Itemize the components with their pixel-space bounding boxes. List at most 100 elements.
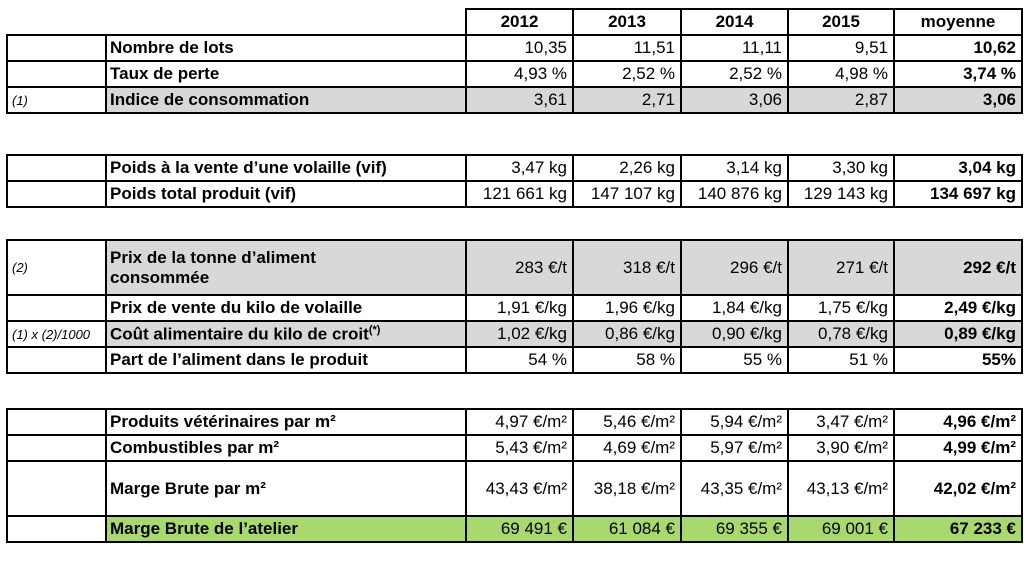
row-name-text: Prix de vente du kilo de volaille (110, 298, 363, 317)
value-cell-2014: 3,14 kg (680, 154, 789, 182)
value-cell-2014: 5,97 €/m² (680, 434, 789, 462)
row-name-text: Prix de la tonne d’aliment consommée (110, 247, 316, 287)
row-ref-label (6, 34, 107, 62)
value-cell-2013: 147 107 kg (572, 180, 682, 208)
row-name: Marge Brute par m² (105, 460, 467, 517)
value-cell-moyenne: 134 697 kg (893, 180, 1023, 208)
row-ref-label: (1) (6, 86, 107, 114)
section-table-2: Poids à la vente d’une volaille (vif) 3,4… (6, 154, 1023, 208)
row-name: Produits vétérinaires par m² (105, 408, 467, 436)
value-cell-2014: 0,90 €/kg (680, 320, 789, 348)
value-cell-moyenne: 0,89 €/kg (893, 320, 1023, 348)
value-cell-2013: 5,46 €/m² (572, 408, 682, 436)
column-header-2013: 2013 (572, 8, 682, 36)
table-row: Taux de perte 4,93 % 2,52 % 2,52 % 4,98 % 3,7… (6, 60, 1023, 88)
section-table-1: 2012 2013 2014 2015 moyenne Nombre de lots 10… (6, 8, 1023, 114)
row-name: Poids total produit (vif) (105, 180, 467, 208)
row-name: Taux de perte (105, 60, 467, 88)
row-name: Combustibles par m² (105, 434, 467, 462)
value-cell-2013: 61 084 € (572, 515, 682, 543)
value-cell-2012: 4,97 €/m² (465, 408, 574, 436)
value-cell-2013: 58 % (572, 346, 682, 374)
row-name: Marge Brute de l’atelier (105, 515, 467, 543)
row-name: Part de l’aliment dans le produit (105, 346, 467, 374)
row-name-text: Part de l’aliment dans le produit (110, 350, 368, 369)
row-name-text: Combustibles par m² (110, 438, 280, 457)
row-name-superscript: (*) (368, 323, 381, 336)
value-cell-2015: 4,98 % (787, 60, 895, 88)
value-cell-2013: 38,18 €/m² (572, 460, 682, 517)
value-cell-2014: 69 355 € (680, 515, 789, 543)
column-header-2012: 2012 (465, 8, 574, 36)
value-cell-2015: 43,13 €/m² (787, 460, 895, 517)
value-cell-2015: 129 143 kg (787, 180, 895, 208)
row-ref-label (6, 408, 107, 436)
value-cell-moyenne: 2,49 €/kg (893, 294, 1023, 322)
row-ref-label (6, 515, 107, 543)
table-row: Part de l’aliment dans le produit 54 % 58 … (6, 346, 1023, 374)
value-cell-2012: 3,47 kg (465, 154, 574, 182)
value-cell-moyenne: 67 233 € (893, 515, 1023, 543)
table-row: Combustibles par m² 5,43 €/m² 4,69 €/m² 5,9… (6, 434, 1023, 462)
value-cell-2012: 4,93 % (465, 60, 574, 88)
row-name-text: Taux de perte (110, 64, 220, 83)
value-cell-2012: 5,43 €/m² (465, 434, 574, 462)
row-name: Indice de consommation (105, 86, 467, 114)
table-row: Produits vétérinaires par m² 4,97 €/m² 5,4… (6, 408, 1023, 436)
value-cell-2013: 318 €/t (572, 239, 682, 296)
value-cell-2012: 1,91 €/kg (465, 294, 574, 322)
value-cell-2015: 69 001 € (787, 515, 895, 543)
row-ref-label (6, 434, 107, 462)
column-header-moyenne: moyenne (893, 8, 1023, 36)
value-cell-moyenne: 3,74 % (893, 60, 1023, 88)
value-cell-2014: 2,52 % (680, 60, 789, 88)
value-cell-2013: 11,51 (572, 34, 682, 62)
value-cell-2012: 3,61 (465, 86, 574, 114)
value-cell-2013: 2,52 % (572, 60, 682, 88)
value-cell-2014: 296 €/t (680, 239, 789, 296)
section-gap (0, 114, 1024, 154)
table-row: Marge Brute de l’atelier 69 491 €61 084 €… (6, 515, 1023, 543)
table-row: Marge Brute par m² 43,43 €/m² 38,18 €/m² 43… (6, 460, 1023, 517)
section-table-3: (2) Prix de la tonne d’aliment consommée 2… (6, 239, 1023, 374)
value-cell-moyenne: 55% (893, 346, 1023, 374)
row-name-text: Poids total produit (vif) (110, 184, 297, 203)
header-spacer (106, 9, 466, 35)
value-cell-moyenne: 4,99 €/m² (893, 434, 1023, 462)
table-row: Poids à la vente d’une volaille (vif) 3,4… (6, 154, 1023, 182)
row-name: Prix de la tonne d’aliment consommée (105, 239, 467, 296)
value-cell-2013: 2,71 (572, 86, 682, 114)
row-name-text: Coût alimentaire du kilo de croit (110, 324, 369, 344)
row-name-text: Indice de consommation (110, 90, 310, 109)
value-cell-2014: 55 % (680, 346, 789, 374)
table-row: Poids total produit (vif) 121 661 kg 147 1… (6, 180, 1023, 208)
table-row: (1) x (2)/1000 Coût alimentaire du kilo d… (6, 320, 1023, 348)
value-cell-2014: 3,06 (680, 86, 789, 114)
value-cell-2015: 9,51 (787, 34, 895, 62)
row-ref-label (6, 294, 107, 322)
column-header-2014: 2014 (680, 8, 789, 36)
row-name-text: Poids à la vente d’une volaille (vif) (110, 158, 387, 177)
table-row: (1) Indice de consommation 3,61 2,71 3,06 2,8… (6, 86, 1023, 114)
value-cell-2015: 271 €/t (787, 239, 895, 296)
value-cell-2012: 54 % (465, 346, 574, 374)
value-cell-2012: 10,35 (465, 34, 574, 62)
value-cell-2012: 43,43 €/m² (465, 460, 574, 517)
row-name-text: Nombre de lots (110, 38, 234, 57)
row-name-text: Produits vétérinaires par m² (110, 412, 336, 431)
value-cell-2014: 1,84 €/kg (680, 294, 789, 322)
value-cell-2014: 43,35 €/m² (680, 460, 789, 517)
value-cell-2015: 3,47 €/m² (787, 408, 895, 436)
row-name: Coût alimentaire du kilo de croit(*) (105, 320, 467, 348)
value-cell-moyenne: 4,96 €/m² (893, 408, 1023, 436)
row-ref-label (6, 460, 107, 517)
column-header-2015: 2015 (787, 8, 895, 36)
value-cell-moyenne: 42,02 €/m² (893, 460, 1023, 517)
row-ref-label (6, 154, 107, 182)
table-row: (2) Prix de la tonne d’aliment consommée 2… (6, 239, 1023, 296)
table-row: Nombre de lots 10,35 11,51 11,11 9,51 10,62 (6, 34, 1023, 62)
value-cell-2015: 3,90 €/m² (787, 434, 895, 462)
value-cell-2013: 1,96 €/kg (572, 294, 682, 322)
value-cell-2015: 1,75 €/kg (787, 294, 895, 322)
header-spacer (7, 9, 106, 35)
